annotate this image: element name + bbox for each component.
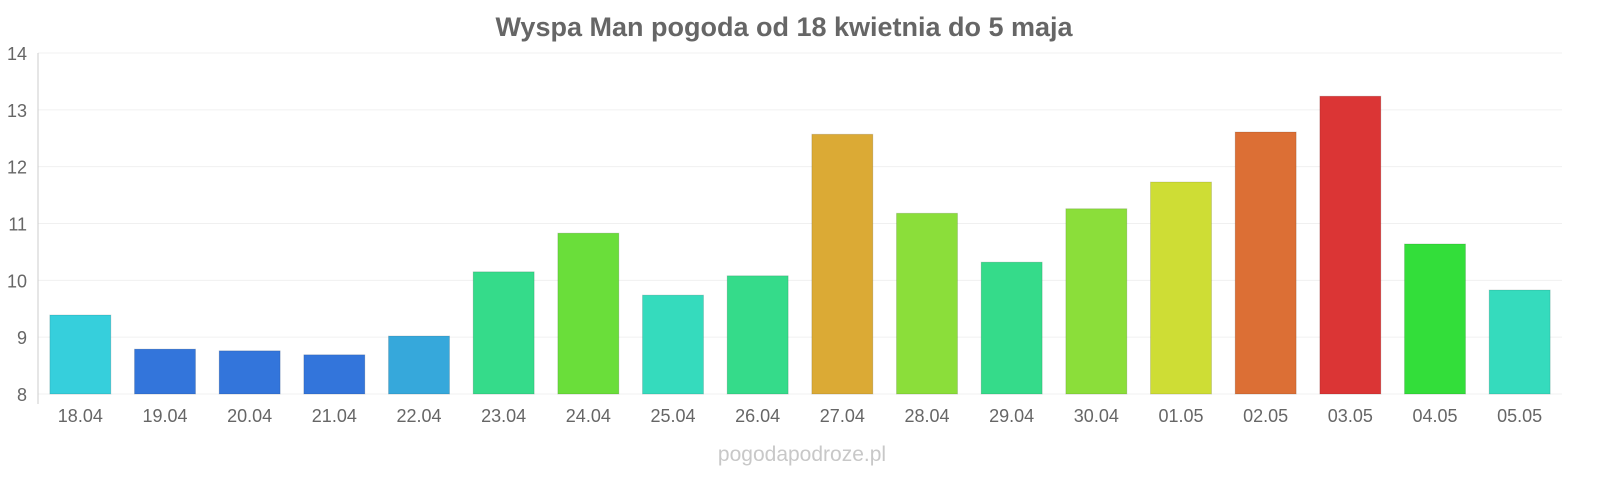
bar-01.05[interactable] bbox=[1150, 181, 1212, 395]
x-tick-label: 27.04 bbox=[820, 406, 865, 426]
chart-title: Wyspa Man pogoda od 18 kwietnia do 5 maj… bbox=[495, 12, 1073, 42]
y-tick-label: 9 bbox=[17, 328, 27, 348]
bar-30.04[interactable] bbox=[1065, 208, 1128, 395]
x-tick-label: 26.04 bbox=[735, 406, 780, 426]
bar-26.04[interactable] bbox=[726, 275, 789, 395]
x-tick-label: 20.04 bbox=[227, 406, 272, 426]
bar-24.04[interactable] bbox=[557, 232, 620, 395]
x-tick-label: 19.04 bbox=[142, 406, 187, 426]
y-tick-label: 12 bbox=[7, 158, 27, 178]
bar-23.04[interactable] bbox=[472, 271, 535, 395]
x-tick-label: 01.05 bbox=[1158, 406, 1203, 426]
x-tick-label: 03.05 bbox=[1328, 406, 1373, 426]
bar-03.05[interactable] bbox=[1319, 95, 1382, 395]
x-tick-label: 29.04 bbox=[989, 406, 1034, 426]
watermark: pogodapodroze.pl bbox=[718, 443, 886, 466]
bar-02.05[interactable] bbox=[1234, 131, 1297, 395]
y-tick-label: 11 bbox=[8, 215, 27, 235]
x-tick-label: 05.05 bbox=[1497, 406, 1542, 426]
x-tick-label: 23.04 bbox=[481, 406, 526, 426]
bar-29.04[interactable] bbox=[980, 261, 1043, 395]
x-tick-label: 22.04 bbox=[396, 406, 441, 426]
bar-27.04[interactable] bbox=[811, 133, 874, 395]
y-tick-label: 13 bbox=[7, 101, 27, 121]
bar-04.05[interactable] bbox=[1404, 243, 1466, 395]
bar-20.04[interactable] bbox=[218, 350, 281, 395]
x-tick-label: 28.04 bbox=[904, 406, 949, 426]
bar-19.04[interactable] bbox=[134, 348, 196, 395]
y-tick-label: 8 bbox=[17, 385, 27, 405]
bar-18.04[interactable] bbox=[49, 314, 112, 395]
bar-28.04[interactable] bbox=[896, 212, 958, 395]
x-tick-label: 04.05 bbox=[1412, 406, 1457, 426]
bar-22.04[interactable] bbox=[388, 335, 450, 395]
x-tick-label: 30.04 bbox=[1074, 406, 1119, 426]
x-tick-label: 18.04 bbox=[58, 406, 103, 426]
x-tick-label: 02.05 bbox=[1243, 406, 1288, 426]
bar-25.04[interactable] bbox=[642, 294, 704, 395]
y-tick-label: 10 bbox=[7, 271, 27, 291]
x-tick-label: 25.04 bbox=[650, 406, 695, 426]
y-tick-label: 14 bbox=[7, 44, 27, 64]
x-tick-label: 24.04 bbox=[566, 406, 611, 426]
bar-21.04[interactable] bbox=[303, 354, 366, 395]
bar-05.05[interactable] bbox=[1488, 289, 1551, 395]
x-tick-label: 21.04 bbox=[312, 406, 357, 426]
